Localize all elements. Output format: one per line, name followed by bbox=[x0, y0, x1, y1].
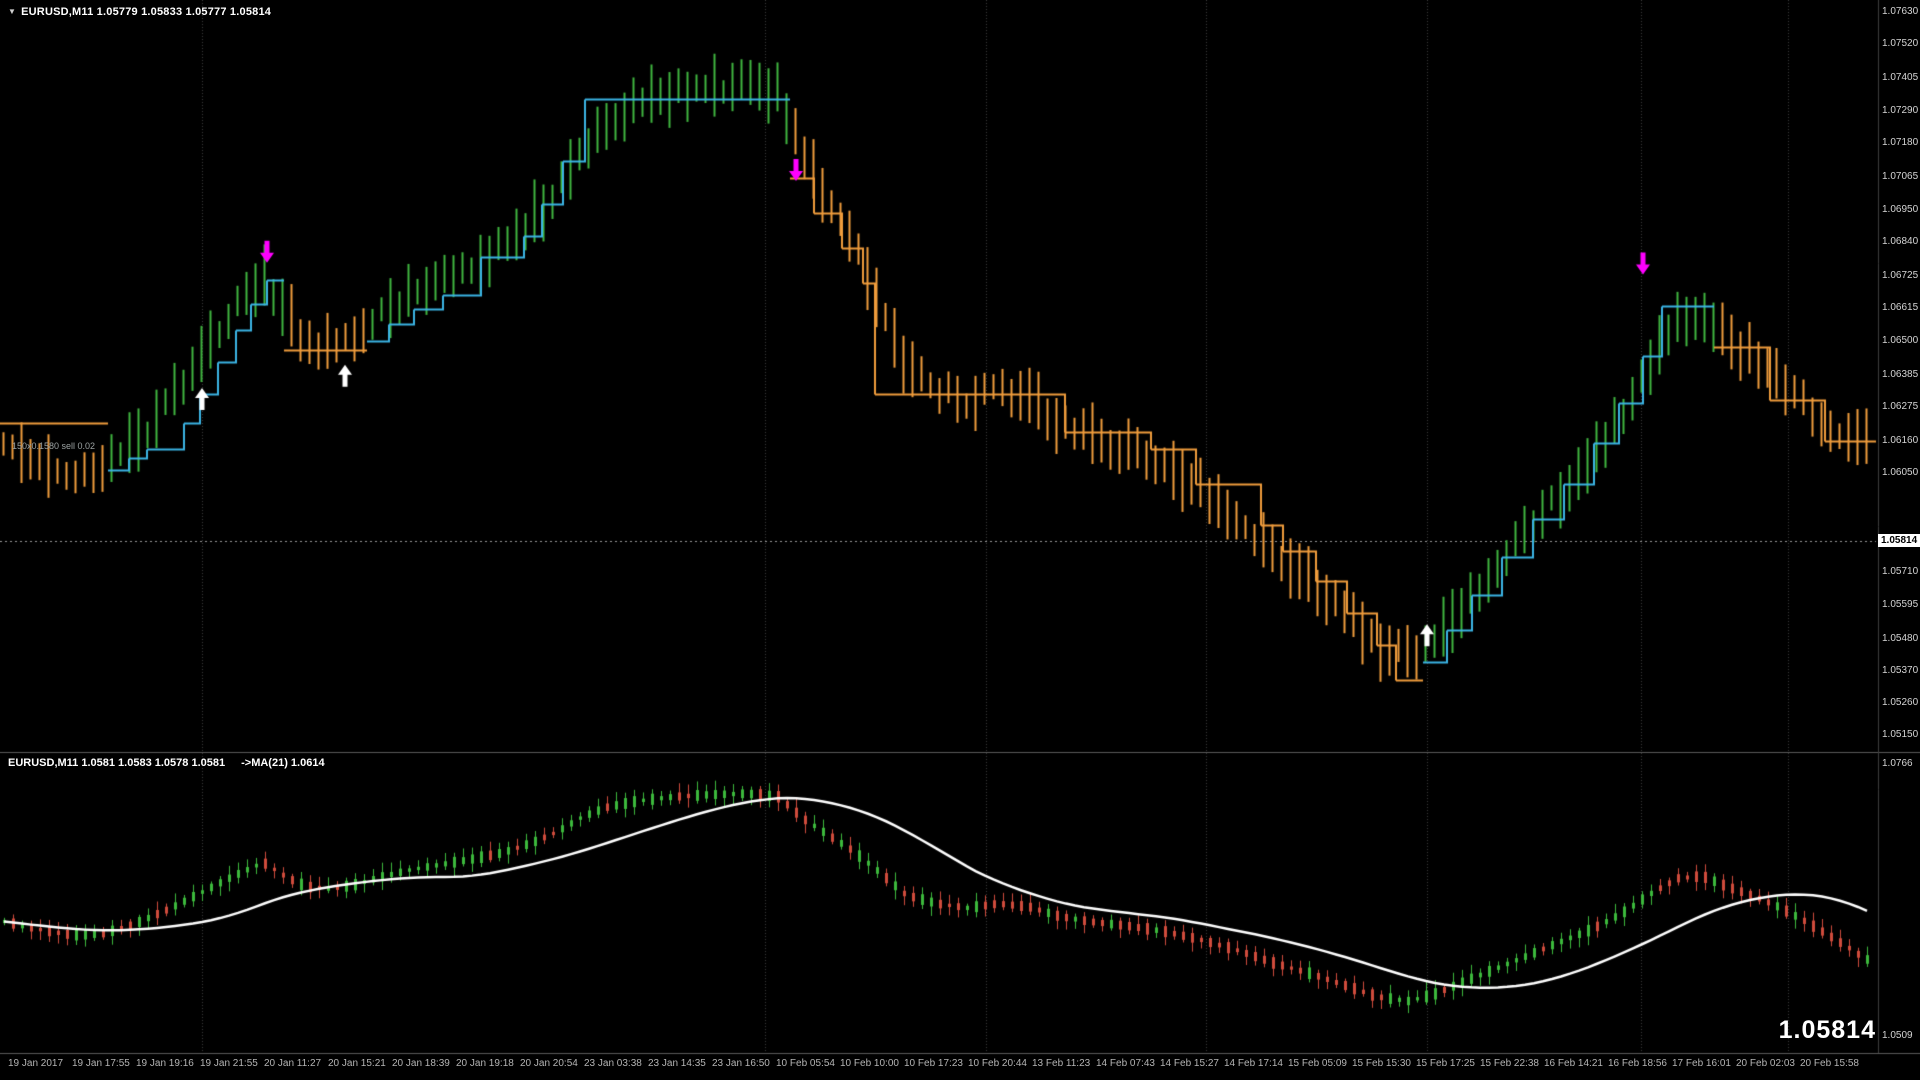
big-price-readout: 1.05814 bbox=[1778, 1016, 1876, 1044]
main-chart-header: ▼ EURUSD,M11 1.05779 1.05833 1.05777 1.0… bbox=[8, 6, 271, 18]
current-price-badge: 1.05814 bbox=[1878, 534, 1920, 547]
ma-indicator-label: ->MA(21) 1.0614 bbox=[241, 757, 325, 769]
symbol-marker-icon: ▼ bbox=[8, 7, 17, 16]
order-line-label: 150x0.1580 sell 0.02 bbox=[12, 441, 96, 451]
main-chart-title: EURUSD,M11 1.05779 1.05833 1.05777 1.058… bbox=[21, 6, 272, 18]
sub-window-title: EURUSD,M11 1.0581 1.0583 1.0578 1.0581 bbox=[8, 757, 226, 769]
sub-window-header: EURUSD,M11 1.0581 1.0583 1.0578 1.0581 -… bbox=[8, 757, 325, 769]
